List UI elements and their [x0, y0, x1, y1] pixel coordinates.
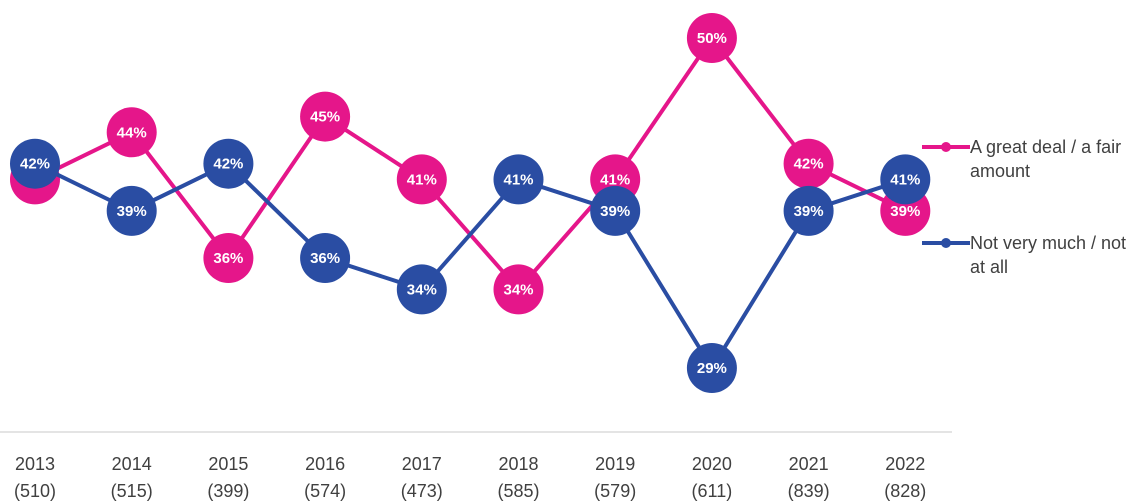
data-label: 29%	[697, 360, 727, 377]
data-label: 45%	[310, 109, 340, 126]
x-tick-sublabel: (839)	[788, 481, 830, 501]
x-tick-sublabel: (399)	[207, 481, 249, 501]
data-point	[396, 264, 447, 315]
x-tick-label: 2015	[208, 454, 248, 474]
x-tick-sublabel: (515)	[111, 481, 153, 501]
data-point	[783, 185, 834, 236]
data-label: 42%	[213, 156, 243, 173]
data-label: 41%	[600, 171, 630, 188]
legend-label: Not very much / not at all	[970, 233, 1127, 277]
x-tick-sublabel: (473)	[401, 481, 443, 501]
data-label: 41%	[890, 171, 920, 188]
data-point	[106, 185, 157, 236]
series-line	[34, 34, 907, 293]
legend-marker	[941, 142, 951, 152]
data-point	[493, 154, 544, 205]
x-tick-label: 2014	[112, 454, 152, 474]
x-tick-label: 2016	[305, 454, 345, 474]
data-point	[300, 91, 351, 142]
legend-label: A great deal / a fair amount	[970, 137, 1122, 181]
x-tick-label: 2022	[885, 454, 925, 474]
data-label: 34%	[503, 281, 533, 298]
x-tick-label: 2018	[498, 454, 538, 474]
data-point	[493, 264, 544, 315]
x-tick-label: 2020	[692, 454, 732, 474]
data-label: 42%	[794, 156, 824, 173]
data-point	[880, 154, 931, 205]
x-tick-sublabel: (611)	[692, 481, 733, 501]
data-point	[686, 343, 737, 393]
data-point	[203, 233, 254, 283]
data-label: 41%	[503, 171, 533, 188]
data-label: 44%	[117, 124, 147, 141]
data-point	[203, 138, 254, 189]
data-label: 39%	[600, 203, 630, 220]
data-point	[106, 107, 157, 158]
x-tick-sublabel: (574)	[304, 481, 346, 501]
data-label: 34%	[407, 281, 437, 298]
data-label: 41%	[407, 171, 437, 188]
x-tick-sublabel: (510)	[14, 481, 56, 501]
data-label: 42%	[20, 156, 50, 173]
data-label: 39%	[890, 203, 920, 220]
data-point	[10, 138, 60, 189]
data-label: 36%	[213, 250, 243, 267]
data-point	[783, 138, 834, 189]
data-point	[590, 185, 641, 236]
x-tick-label: 2017	[402, 454, 442, 474]
data-label: 39%	[117, 203, 147, 220]
x-tick-sublabel: (828)	[884, 481, 926, 501]
x-tick-sublabel: (585)	[497, 481, 539, 501]
legend-marker	[941, 238, 951, 248]
data-point	[686, 13, 737, 63]
x-tick-label: 2021	[789, 454, 829, 474]
x-tick-sublabel: (579)	[594, 481, 636, 501]
data-point	[396, 154, 447, 205]
data-point	[300, 233, 351, 283]
data-label: 39%	[794, 203, 824, 220]
series-line	[34, 161, 906, 372]
data-label: 50%	[697, 30, 727, 47]
data-label: 36%	[310, 250, 340, 267]
x-tick-label: 2019	[595, 454, 635, 474]
x-tick-label: 2013	[15, 454, 55, 474]
